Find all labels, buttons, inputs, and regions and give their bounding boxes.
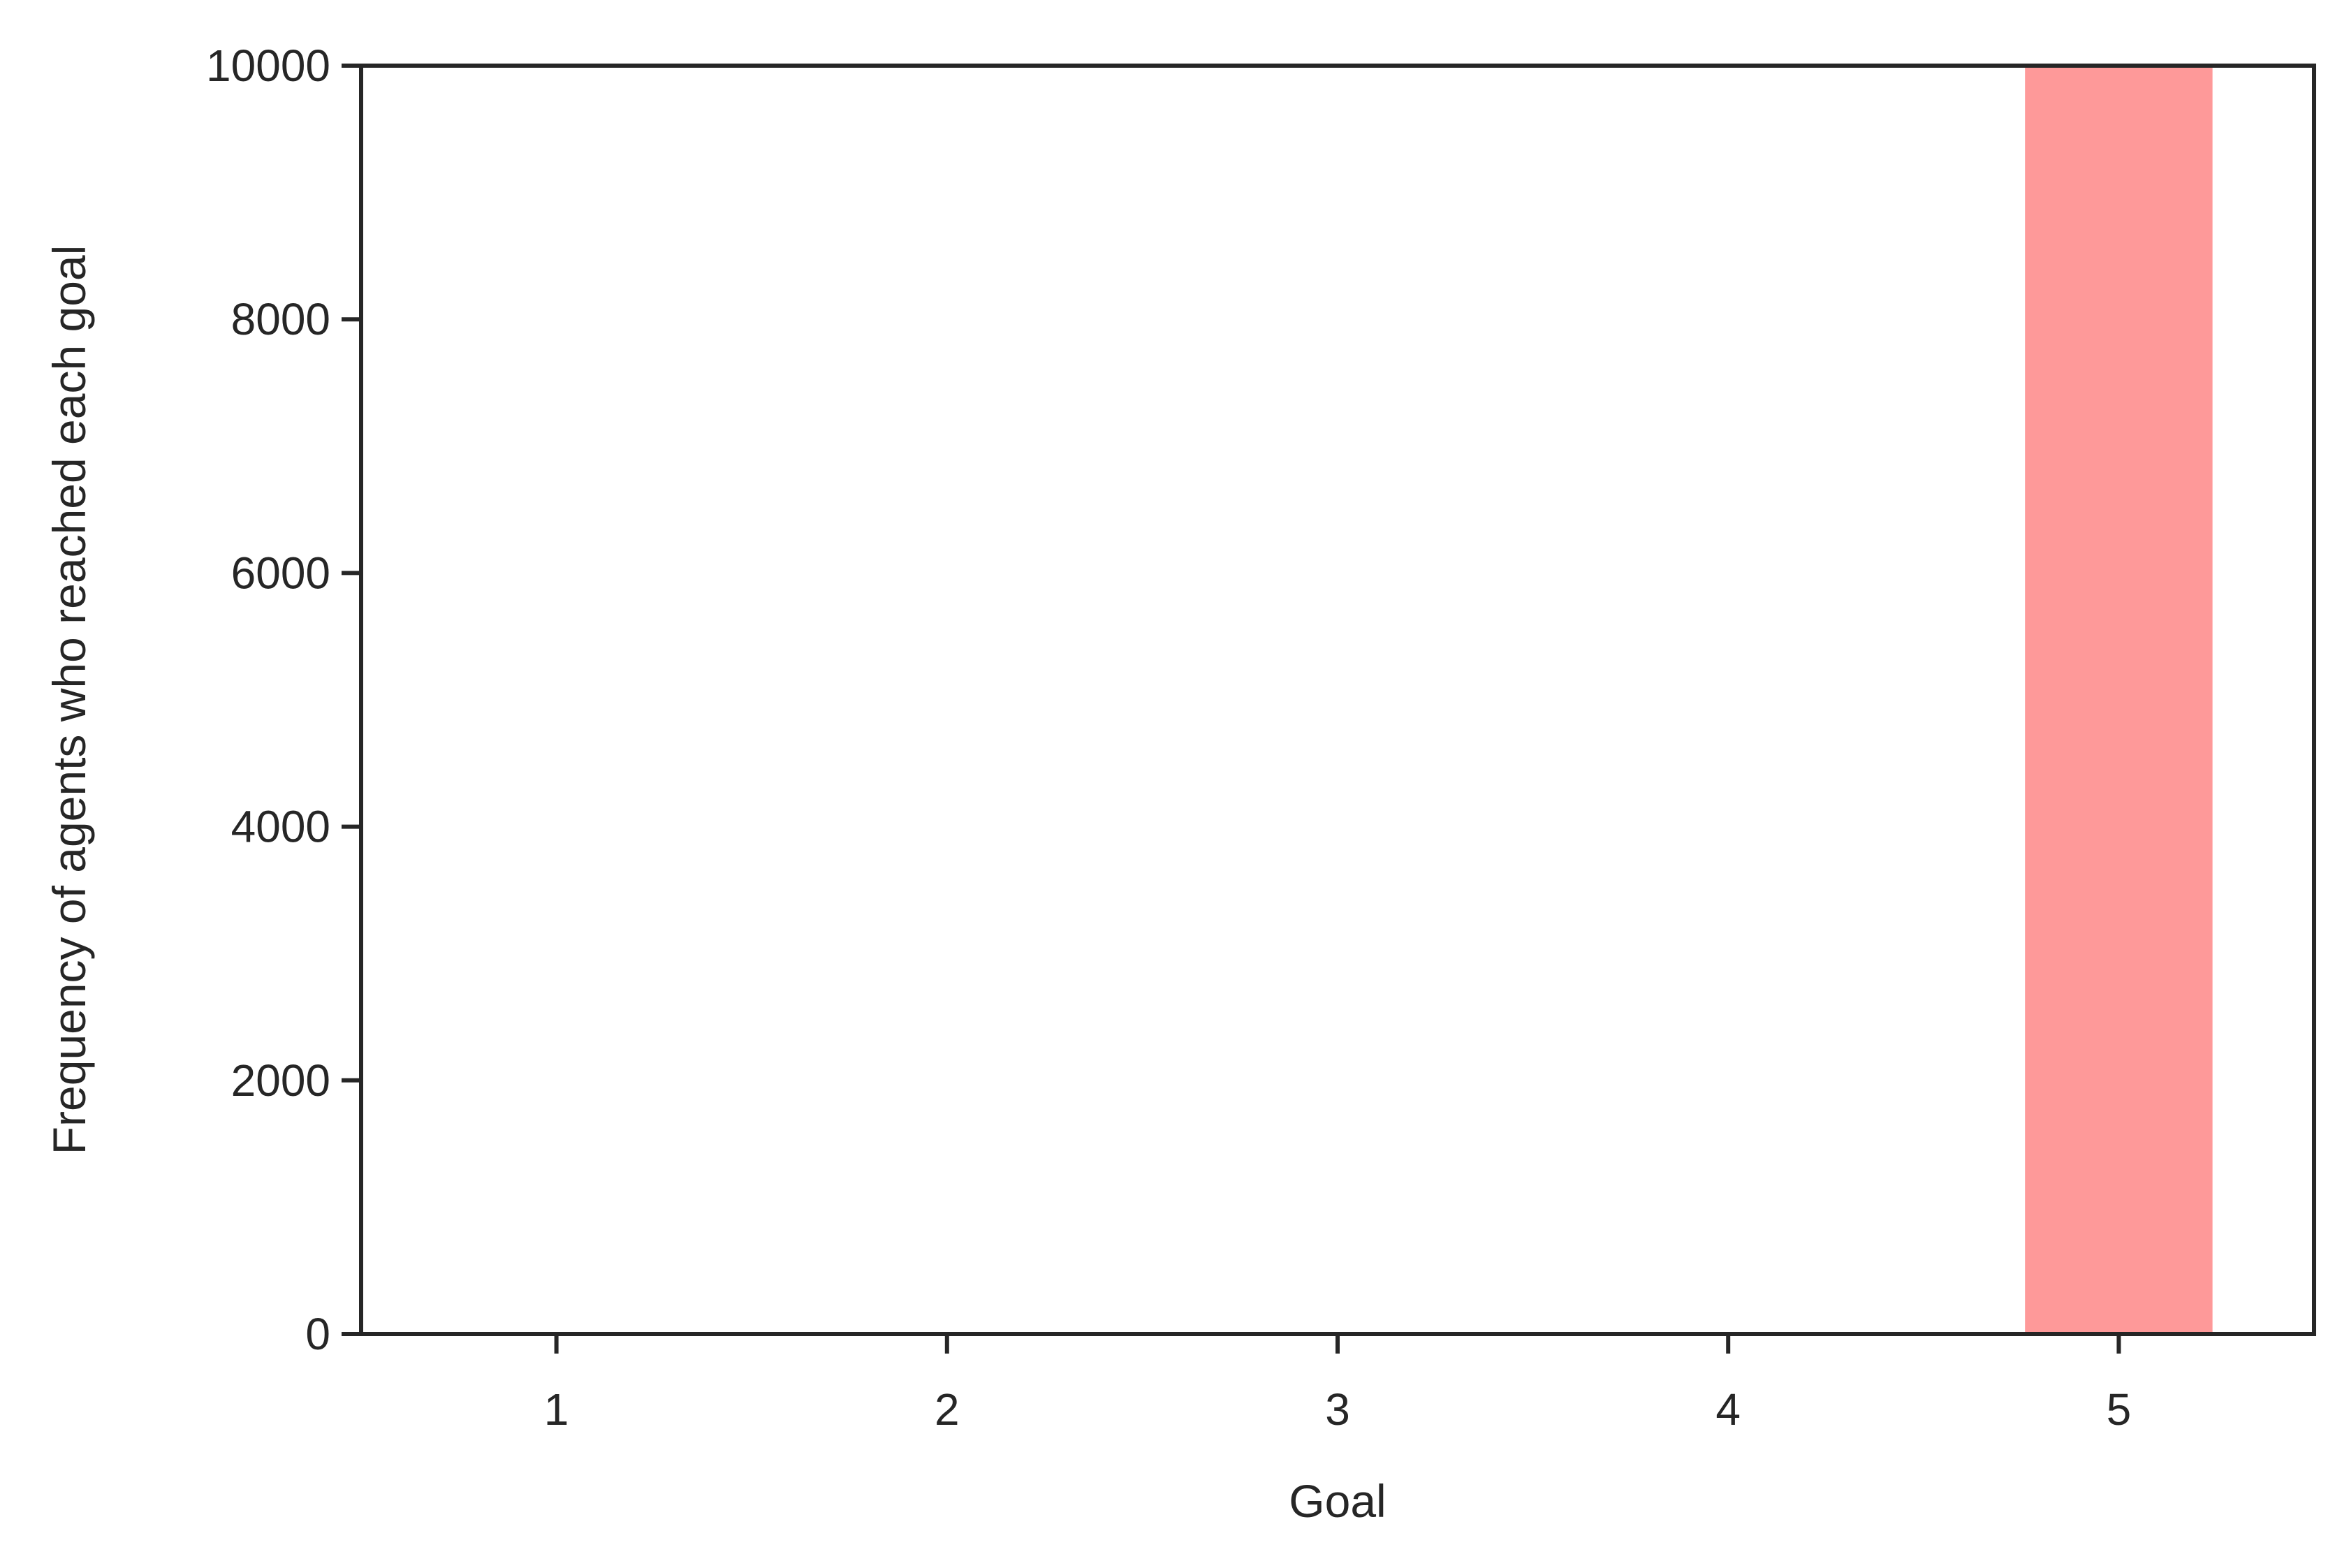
y-axis-label: Frequency of agents who reached each goa… xyxy=(43,245,95,1155)
y-tick-label: 2000 xyxy=(231,1055,330,1106)
y-axis-ticks: 0 2000 4000 6000 8000 10000 xyxy=(206,41,361,1359)
y-tick-label: 6000 xyxy=(231,548,330,598)
y-tick-label: 4000 xyxy=(231,802,330,852)
x-axis-ticks: 1 2 3 4 5 xyxy=(544,1334,2131,1435)
x-tick-label: 2 xyxy=(935,1384,960,1435)
bars-group xyxy=(2025,66,2213,1334)
y-tick-label: 8000 xyxy=(231,294,330,344)
x-tick-label: 4 xyxy=(1715,1384,1741,1435)
y-tick-label: 0 xyxy=(305,1309,330,1359)
plot-frame xyxy=(359,64,2316,1336)
y-tick-label: 10000 xyxy=(206,41,330,91)
x-axis-label: Goal xyxy=(1289,1475,1386,1527)
x-tick-label: 5 xyxy=(2107,1384,2132,1435)
x-tick-label: 3 xyxy=(1325,1384,1350,1435)
x-tick-label: 1 xyxy=(544,1384,569,1435)
bar-goal-5 xyxy=(2025,66,2213,1334)
